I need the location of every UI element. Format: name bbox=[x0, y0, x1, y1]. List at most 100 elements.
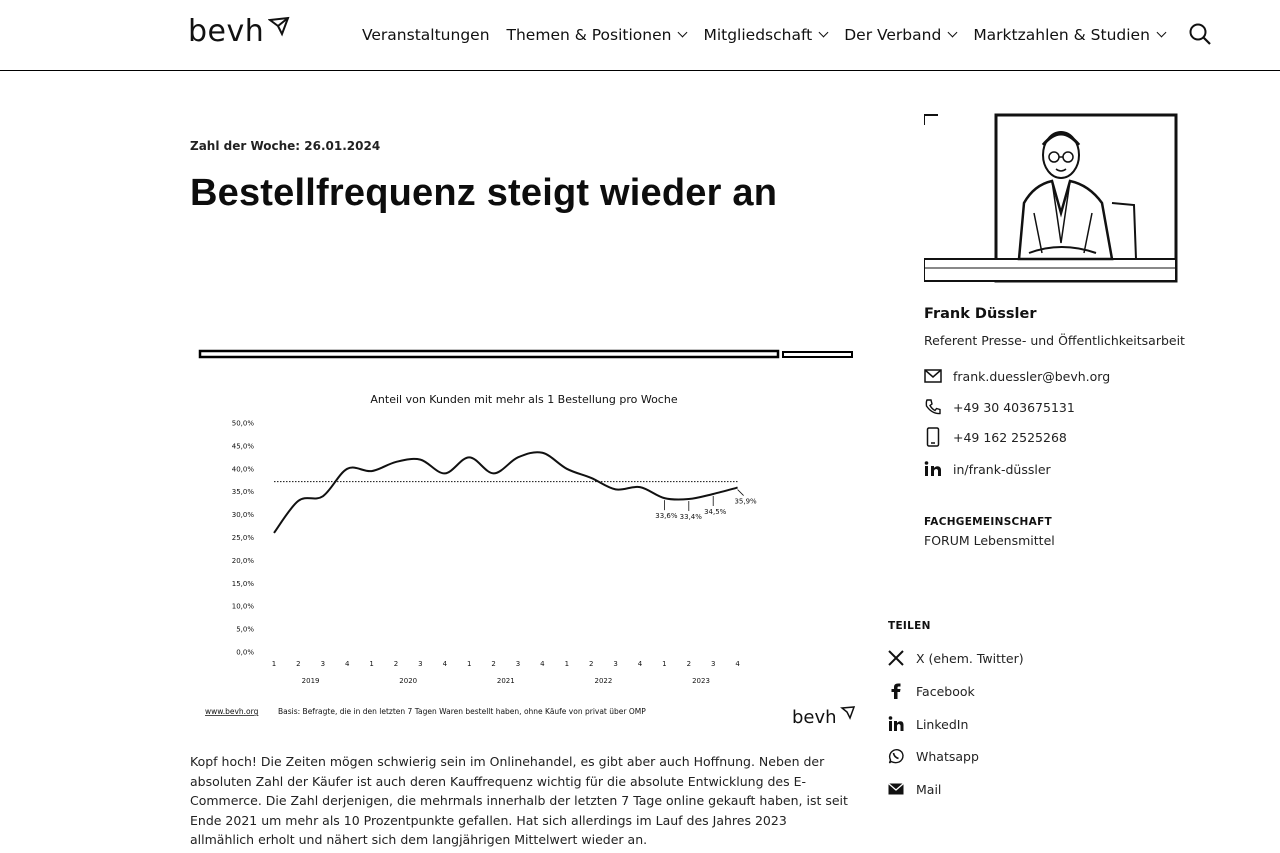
x-year-label: 2020 bbox=[399, 677, 417, 685]
whatsapp-icon bbox=[888, 748, 904, 764]
x-tick-label: 2 bbox=[394, 660, 398, 668]
x-tick-label: 3 bbox=[613, 660, 617, 668]
portrait-image bbox=[924, 113, 1178, 283]
nav-item-verband[interactable]: Der Verband bbox=[844, 24, 958, 46]
x-year-label: 2023 bbox=[692, 677, 710, 685]
x-tick-label: 3 bbox=[711, 660, 715, 668]
chart-footnote: Basis: Befragte, die in den letzten 7 Ta… bbox=[278, 707, 646, 716]
carousel-bar[interactable] bbox=[782, 351, 853, 358]
nav-item-mitgliedschaft[interactable]: Mitgliedschaft bbox=[703, 24, 829, 46]
chevron-down-icon bbox=[678, 27, 688, 38]
mail-icon bbox=[888, 781, 904, 797]
x-tick-label: 1 bbox=[565, 660, 569, 668]
share-whatsapp[interactable]: Whatsapp bbox=[888, 748, 979, 764]
chart-logo: bevh bbox=[792, 707, 837, 726]
data-label: 33,6% bbox=[655, 512, 678, 520]
x-icon bbox=[888, 650, 904, 666]
fachgemeinschaft-value[interactable]: FORUM Lebensmittel bbox=[924, 533, 1055, 548]
logo-mark-icon bbox=[268, 16, 290, 37]
x-tick-label: 2 bbox=[687, 660, 691, 668]
share-label-x: X (ehem. Twitter) bbox=[916, 650, 1024, 666]
y-tick-label: 50,0% bbox=[232, 420, 255, 428]
y-axis: 0,0% 5,0% 10,0% 15,0% 20,0% 25,0% 30,0% 35,0% 40… bbox=[232, 420, 255, 657]
nav-label: Veranstaltungen bbox=[362, 26, 490, 44]
source-url[interactable]: www.bevh.org bbox=[205, 707, 259, 716]
annotation-leader bbox=[737, 489, 744, 496]
linkedin-icon bbox=[924, 460, 942, 478]
bevh-logo[interactable]: bevh bbox=[188, 14, 290, 50]
data-label: 35,9% bbox=[734, 498, 757, 506]
mobile-link[interactable]: +49 162 2525268 bbox=[953, 429, 1067, 445]
x-tick-label: 4 bbox=[735, 660, 740, 668]
share-x[interactable]: X (ehem. Twitter) bbox=[888, 650, 1024, 666]
chevron-down-icon bbox=[947, 27, 958, 38]
person-name: Frank Düssler bbox=[924, 306, 1037, 322]
phone-link[interactable]: +49 30 403675131 bbox=[953, 399, 1075, 415]
x-year-label: 2019 bbox=[302, 677, 320, 685]
chevron-down-icon bbox=[818, 27, 829, 38]
x-tick-label: 2 bbox=[589, 660, 593, 668]
nav-label: Der Verband bbox=[844, 26, 942, 44]
x-tick-label: 3 bbox=[516, 660, 520, 668]
nav-item-veranstaltungen[interactable]: Veranstaltungen bbox=[362, 24, 490, 46]
line-chart: Anteil von Kunden mit mehr als 1 Bestell… bbox=[198, 349, 856, 728]
carousel-bar-active[interactable] bbox=[198, 349, 780, 359]
envelope-icon bbox=[924, 367, 942, 385]
x-tick-label: 2 bbox=[296, 660, 300, 668]
x-tick-label: 4 bbox=[345, 660, 350, 668]
x-tick-label: 3 bbox=[321, 660, 325, 668]
y-tick-label: 30,0% bbox=[232, 511, 255, 519]
nav-item-themen[interactable]: Themen & Positionen bbox=[507, 24, 688, 46]
chevron-down-icon bbox=[1156, 27, 1167, 38]
search-icon[interactable] bbox=[1188, 22, 1212, 46]
share-mail[interactable]: Mail bbox=[888, 781, 941, 797]
share-facebook[interactable]: Facebook bbox=[888, 683, 975, 699]
x-year-label: 2022 bbox=[594, 677, 612, 685]
series-line bbox=[273, 451, 738, 534]
article-body: Kopf hoch! Die Zeiten mögen schwierig se… bbox=[190, 754, 848, 847]
chart-logo-mark-icon bbox=[840, 706, 856, 720]
y-tick-label: 0,0% bbox=[236, 649, 254, 657]
plot-area: 33,6% 33,4%34,5% 35,9% bbox=[273, 451, 757, 534]
y-tick-label: 5,0% bbox=[236, 626, 254, 634]
chart-container: Anteil von Kunden mit mehr als 1 Bestell… bbox=[196, 346, 858, 728]
contact-email[interactable]: frank.duessler@bevh.org bbox=[924, 367, 1110, 385]
logo-text: bevh bbox=[188, 14, 265, 49]
y-tick-label: 40,0% bbox=[232, 465, 255, 473]
y-tick-label: 35,0% bbox=[232, 488, 255, 496]
x-tick-label: 1 bbox=[272, 660, 276, 668]
share-label-linkedin: LinkedIn bbox=[916, 716, 969, 732]
data-label: 34,5% bbox=[704, 508, 727, 516]
x-tick-label: 1 bbox=[662, 660, 666, 668]
email-link[interactable]: frank.duessler@bevh.org bbox=[953, 368, 1111, 384]
site-header: bevh Veranstaltungen Themen & Positionen… bbox=[0, 0, 1280, 71]
main-nav: Veranstaltungen Themen & Positionen Mitg… bbox=[362, 24, 1182, 46]
share-label: TEILEN bbox=[888, 620, 931, 632]
y-tick-label: 20,0% bbox=[232, 557, 255, 565]
linkedin-link[interactable]: in/frank-düssler bbox=[953, 461, 1051, 477]
share-label-whatsapp: Whatsapp bbox=[916, 748, 979, 764]
x-tick-label: 1 bbox=[467, 660, 471, 668]
facebook-icon bbox=[888, 683, 904, 699]
share-label-facebook: Facebook bbox=[916, 683, 975, 699]
x-tick-label: 4 bbox=[443, 660, 448, 668]
x-tick-label: 1 bbox=[369, 660, 373, 668]
nav-label: Marktzahlen & Studien bbox=[973, 26, 1150, 44]
contact-mobile[interactable]: +49 162 2525268 bbox=[924, 427, 1067, 447]
y-tick-label: 25,0% bbox=[232, 534, 255, 542]
nav-item-marktzahlen[interactable]: Marktzahlen & Studien bbox=[973, 24, 1167, 46]
article-kicker: Zahl der Woche: 26.01.2024 bbox=[190, 139, 381, 153]
share-label-mail: Mail bbox=[916, 781, 942, 797]
fachgemeinschaft-label: FACHGEMEINSCHAFT bbox=[924, 516, 1053, 528]
chart-title: Anteil von Kunden mit mehr als 1 Bestell… bbox=[370, 393, 677, 406]
contact-phone[interactable]: +49 30 403675131 bbox=[924, 398, 1075, 416]
data-label: 33,4% bbox=[680, 513, 703, 521]
x-year-label: 2021 bbox=[497, 677, 515, 685]
share-linkedin[interactable]: LinkedIn bbox=[888, 716, 968, 732]
x-tick-label: 3 bbox=[418, 660, 422, 668]
contact-linkedin[interactable]: in/frank-düssler bbox=[924, 460, 1051, 478]
x-tick-label: 4 bbox=[540, 660, 545, 668]
linkedin-icon bbox=[888, 716, 904, 732]
y-tick-label: 15,0% bbox=[232, 580, 255, 588]
mobile-icon bbox=[924, 427, 942, 447]
